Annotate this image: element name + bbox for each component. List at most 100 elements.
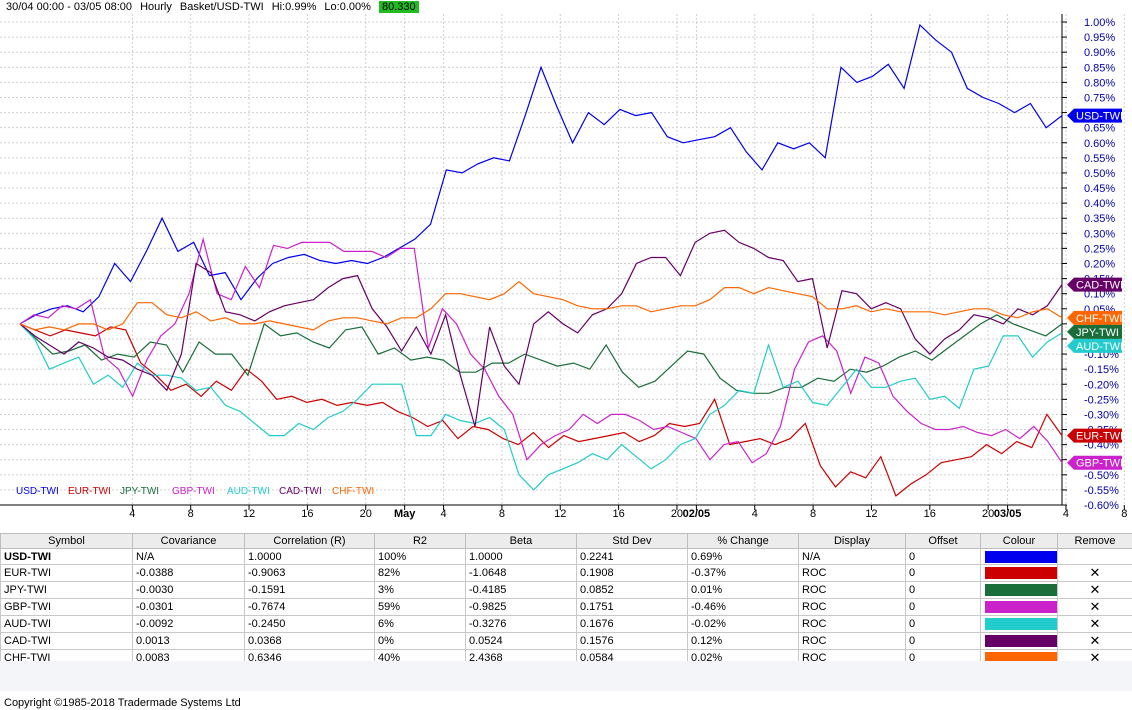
legend-item-chf-twi: CHF-TWI bbox=[332, 486, 374, 497]
column-header[interactable]: Beta bbox=[465, 533, 577, 549]
cell-corr: 0.0368 bbox=[244, 632, 375, 650]
cell-std: 0.1908 bbox=[576, 564, 688, 582]
table-row[interactable]: JPY-TWI -0.0030 -0.1591 3% -0.4185 0.0852 0.01… bbox=[0, 581, 1132, 599]
correlation-table: Symbol Covariance Correlation (R) R2 Beta Std… bbox=[0, 533, 1132, 667]
remove-icon[interactable]: ✕ bbox=[1057, 632, 1132, 650]
cell-offset[interactable]: 0 bbox=[905, 548, 981, 565]
cell-offset[interactable]: 0 bbox=[905, 581, 981, 599]
table-header-row: Symbol Covariance Correlation (R) R2 Beta Std… bbox=[0, 533, 1132, 549]
y-tick-label: 0.30% bbox=[1084, 228, 1115, 240]
cell-cov: -0.0092 bbox=[132, 615, 245, 633]
x-tick-label: 03/05 bbox=[994, 508, 1022, 520]
table-row[interactable]: GBP-TWI -0.0301 -0.7674 59% -0.9825 0.1751 -0.… bbox=[0, 598, 1132, 616]
series-line-jpy-twi[interactable] bbox=[19, 314, 1063, 394]
value-tag-aud-twi: AUD-TWI bbox=[1067, 338, 1123, 353]
y-tick-label: 0.55% bbox=[1084, 153, 1115, 165]
colour-swatch[interactable] bbox=[984, 601, 1057, 613]
column-header[interactable]: % Change bbox=[687, 533, 799, 549]
copyright-text: Copyright ©1985-2018 Tradermade Systems … bbox=[4, 697, 241, 709]
remove-icon[interactable]: ✕ bbox=[1057, 581, 1132, 599]
series-line-eur-twi[interactable] bbox=[19, 323, 1063, 497]
y-tick-label: 0.35% bbox=[1084, 213, 1115, 225]
cell-offset[interactable]: 0 bbox=[905, 615, 981, 633]
column-header[interactable]: Offset bbox=[905, 533, 981, 549]
x-tick-label: 20 bbox=[982, 508, 994, 520]
cell-symbol: AUD-TWI bbox=[0, 615, 133, 633]
y-tick-label: 0.20% bbox=[1084, 259, 1115, 271]
column-header[interactable]: R2 bbox=[374, 533, 466, 549]
colour-swatch[interactable] bbox=[984, 618, 1057, 630]
series-line-aud-twi[interactable] bbox=[19, 323, 1063, 491]
series-line-chf-twi[interactable] bbox=[19, 280, 1063, 331]
remove-icon[interactable]: ✕ bbox=[1057, 598, 1132, 616]
cell-symbol: GBP-TWI bbox=[0, 598, 133, 616]
cell-display[interactable]: ROC bbox=[798, 564, 906, 582]
cell-offset[interactable]: 0 bbox=[905, 632, 981, 650]
line-chart[interactable]: 4 8 12 16 20 May 4 8 12 16 20 02/05 4 8 12 16 20 03/05 4 8 … bbox=[0, 0, 1132, 530]
cell-offset[interactable]: 0 bbox=[905, 564, 981, 582]
colour-swatch[interactable] bbox=[984, 550, 1057, 563]
cell-chg: 0.12% bbox=[687, 632, 799, 650]
cell-colour[interactable] bbox=[980, 632, 1058, 650]
cell-display[interactable]: ROC bbox=[798, 598, 906, 616]
cell-symbol: CAD-TWI bbox=[0, 632, 133, 650]
remove-icon[interactable]: ✕ bbox=[1057, 564, 1132, 582]
column-header[interactable]: Std Dev bbox=[576, 533, 688, 549]
cell-display[interactable]: ROC bbox=[798, 615, 906, 633]
cell-chg: -0.37% bbox=[687, 564, 799, 582]
cell-corr: -0.2450 bbox=[244, 615, 375, 633]
x-tick-label: 20 bbox=[671, 508, 683, 520]
table-row[interactable]: EUR-TWI -0.0388 -0.9063 82% -1.0648 0.1908 -0.… bbox=[0, 564, 1132, 582]
cell-display[interactable]: N/A bbox=[798, 548, 906, 565]
cell-std: 0.1576 bbox=[576, 632, 688, 650]
colour-swatch[interactable] bbox=[984, 635, 1057, 647]
cell-cov: 0.0013 bbox=[132, 632, 245, 650]
table-row[interactable]: CAD-TWI 0.0013 0.0368 0% 0.0524 0.1576 0.12% RO… bbox=[0, 632, 1132, 650]
cell-display[interactable]: ROC bbox=[798, 581, 906, 599]
colour-swatch[interactable] bbox=[984, 567, 1057, 579]
value-tag-jpy-twi: JPY-TWI bbox=[1067, 324, 1122, 339]
cell-colour[interactable] bbox=[980, 615, 1058, 633]
cell-colour[interactable] bbox=[980, 598, 1058, 616]
cell-r2: 3% bbox=[374, 581, 466, 599]
cell-colour[interactable] bbox=[980, 548, 1058, 565]
table-empty-area bbox=[0, 661, 1132, 691]
cell-offset[interactable]: 0 bbox=[905, 598, 981, 616]
series-line-usd-twi[interactable] bbox=[19, 23, 1063, 325]
column-header[interactable]: Colour bbox=[980, 533, 1058, 549]
x-tick-label: 12 bbox=[554, 508, 566, 520]
x-tick-label: 12 bbox=[865, 508, 877, 520]
column-header[interactable]: Display bbox=[798, 533, 906, 549]
cell-r2: 0% bbox=[374, 632, 466, 650]
column-header[interactable]: Remove bbox=[1057, 533, 1132, 549]
date-range: 30/04 00:00 - 03/05 08:00 bbox=[6, 1, 132, 13]
cell-beta: -1.0648 bbox=[465, 564, 577, 582]
table-row[interactable]: AUD-TWI -0.0092 -0.2450 6% -0.3276 0.1676 -0.0… bbox=[0, 615, 1132, 633]
cell-corr: 1.0000 bbox=[244, 548, 375, 565]
cell-beta: -0.4185 bbox=[465, 581, 577, 599]
x-tick-label: 16 bbox=[612, 508, 624, 520]
last-value-badge: 80.330 bbox=[378, 1, 419, 13]
value-tag-label: GBP-TWI bbox=[1076, 458, 1123, 470]
cell-display[interactable]: ROC bbox=[798, 632, 906, 650]
cell-colour[interactable] bbox=[980, 581, 1058, 599]
cell-remove bbox=[1057, 548, 1132, 565]
column-header[interactable]: Symbol bbox=[0, 533, 133, 549]
cell-std: 0.1751 bbox=[576, 598, 688, 616]
value-tag-label: EUR-TWI bbox=[1076, 431, 1123, 443]
x-tick-label: 8 bbox=[499, 508, 505, 520]
y-tick-label: -0.50% bbox=[1084, 470, 1119, 482]
table-row[interactable]: USD-TWI N/A 1.0000 100% 1.0000 0.2241 0.69% N/A… bbox=[0, 548, 1132, 565]
remove-icon[interactable]: ✕ bbox=[1057, 615, 1132, 633]
colour-swatch[interactable] bbox=[984, 584, 1057, 596]
cell-r2: 82% bbox=[374, 564, 466, 582]
series-line-cad-twi[interactable] bbox=[19, 229, 1063, 427]
cell-chg: 0.01% bbox=[687, 581, 799, 599]
y-tick-label: 0.60% bbox=[1084, 138, 1115, 150]
cell-r2: 6% bbox=[374, 615, 466, 633]
cell-symbol: EUR-TWI bbox=[0, 564, 133, 582]
column-header[interactable]: Correlation (R) bbox=[244, 533, 375, 549]
column-header[interactable]: Covariance bbox=[132, 533, 245, 549]
cell-colour[interactable] bbox=[980, 564, 1058, 582]
interval[interactable]: Hourly bbox=[140, 1, 172, 13]
